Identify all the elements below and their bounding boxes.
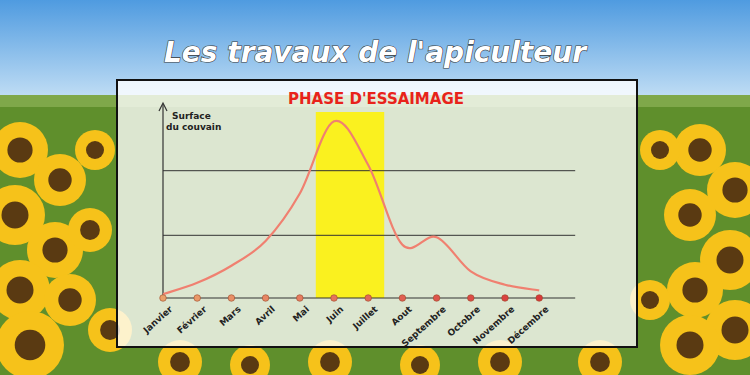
sunflower-center [688, 138, 711, 161]
sunflower-petals [230, 345, 270, 375]
sunflower-center [241, 356, 259, 374]
x-tick [399, 295, 406, 302]
sunflower-center [490, 352, 510, 372]
data-line [163, 121, 539, 294]
sunflower-center [15, 330, 46, 361]
sunflower-petals [0, 311, 64, 375]
x-tick [365, 295, 372, 302]
x-tick [468, 295, 475, 302]
sunflower-petals [664, 189, 716, 241]
sunflower-center [86, 141, 104, 159]
sunflower-center [170, 352, 190, 372]
sunflower-center [677, 332, 704, 359]
sunflower-center [411, 356, 429, 374]
sunflower-center [590, 352, 610, 372]
sunflower-center [48, 168, 71, 191]
sunflower-center [678, 203, 701, 226]
x-tick [536, 295, 543, 302]
y-axis-label-line: Surface [172, 111, 211, 121]
x-tick [160, 295, 167, 302]
sunflower-center [2, 202, 29, 229]
y-axis-label-line: du couvain [166, 122, 221, 132]
x-tick [502, 295, 509, 302]
x-tick-label: Janvier [141, 304, 175, 336]
sunflower-petals [660, 315, 720, 375]
x-tick-label: Juillet [350, 304, 380, 332]
sunflower-center [641, 291, 659, 309]
x-tick-label: Mars [218, 304, 243, 328]
grid-line [163, 170, 575, 171]
sunflower-petals [34, 154, 86, 206]
sunflower-petals [400, 345, 440, 375]
x-tick-label: Septembre [400, 304, 448, 349]
x-tick [331, 295, 338, 302]
grid-line [163, 235, 575, 236]
x-tick-label: Aout [389, 304, 414, 328]
x-tick [228, 295, 235, 302]
sunflower-center [717, 247, 744, 274]
y-axis [162, 104, 163, 298]
sunflower-center [722, 317, 749, 344]
sunflower-petals [75, 130, 115, 170]
sunflower-center [722, 177, 747, 202]
y-axis-arrow [159, 103, 167, 111]
sunflower-petals [44, 274, 96, 326]
x-tick-label: Décembre [506, 304, 551, 346]
sunflower-petals [68, 208, 112, 252]
y-axis-label: Surfacedu couvain [166, 111, 221, 132]
annotation-text: PHASE D'ESSAIMAGE [288, 90, 464, 108]
canvas: Les travaux de l'apiculteur PHASE D'ESSAI… [0, 0, 750, 375]
x-tick [297, 295, 304, 302]
x-tick-label: Février [175, 304, 209, 336]
x-tick [433, 295, 440, 302]
sunflower-center [651, 141, 669, 159]
page-title: Les travaux de l'apiculteur [164, 36, 588, 69]
highlight-band [316, 112, 384, 298]
x-tick-label: Juin [324, 304, 346, 325]
sunflower-center [682, 277, 707, 302]
page: Les travaux de l'apiculteur PHASE D'ESSAI… [0, 0, 750, 375]
x-tick [262, 295, 269, 302]
x-tick-label: Avril [253, 304, 277, 327]
sunflower-petals [0, 260, 50, 320]
chart-panel [117, 80, 637, 347]
sunflower-center [320, 352, 340, 372]
x-tick-label: Mai [291, 304, 311, 324]
sunflower-center [80, 220, 100, 240]
x-tick [194, 295, 201, 302]
sunflower-center [7, 137, 32, 162]
sunflower-center [42, 237, 67, 262]
sunflower-petals [640, 130, 680, 170]
plot-area [163, 121, 539, 294]
sunflower-center [7, 277, 34, 304]
sunflower-center [58, 288, 81, 311]
